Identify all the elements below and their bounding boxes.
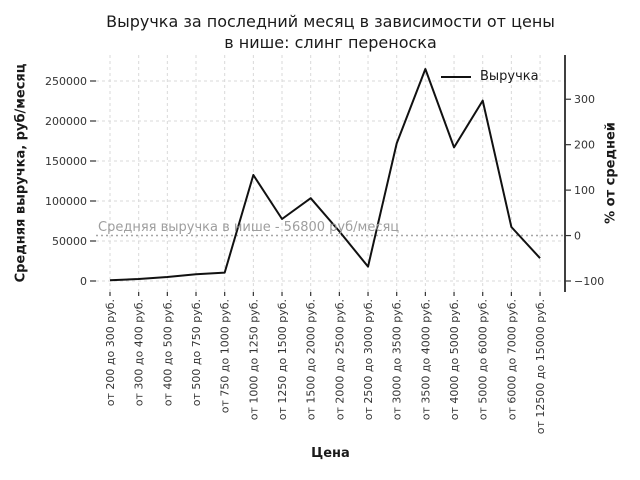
x-tick-label: от 3500 до 4000 руб.	[419, 299, 432, 420]
average-line-annotation: Средняя выручка в нише - 56800 руб/месяц	[98, 220, 400, 235]
x-tick-label: от 2500 до 3000 руб.	[362, 299, 375, 420]
x-tick-label: от 1500 до 2000 руб.	[305, 299, 318, 420]
left-tick-label: 0	[80, 275, 87, 288]
x-tick-label: от 500 до 750 руб.	[190, 299, 203, 406]
x-tick-label: от 2000 до 2500 руб.	[333, 299, 346, 420]
right-tick-label: 200	[574, 139, 595, 152]
left-tick-label: 50000	[52, 235, 87, 248]
legend-line-swatch	[441, 75, 471, 78]
right-tick-label: 0	[574, 230, 581, 243]
left-tick-label: 150000	[45, 155, 87, 168]
revenue-line	[109, 68, 541, 282]
x-tick-label: от 300 до 400 руб.	[133, 299, 146, 406]
right-tick-label: 300	[574, 93, 595, 106]
right-tick-label: −100	[574, 275, 604, 288]
x-tick-label: от 750 до 1000 руб.	[219, 299, 232, 413]
x-tick-label: от 1250 до 1500 руб.	[276, 299, 289, 420]
left-axis-label: Средняя выручка, руб/месяц	[13, 63, 29, 283]
left-tick-label: 100000	[45, 195, 87, 208]
x-axis-label: Цена	[311, 446, 350, 461]
x-tick-label: от 5000 до 6000 руб.	[477, 299, 490, 420]
right-tick-label: 100	[574, 184, 595, 197]
legend-label: Выручка	[480, 69, 539, 84]
x-tick-label: от 400 до 500 руб.	[161, 299, 174, 406]
legend: Выручка	[441, 69, 539, 84]
left-tick-label: 250000	[45, 75, 87, 88]
x-tick-label: от 3000 до 3500 руб.	[391, 299, 404, 420]
x-tick-label: от 1000 до 1250 руб.	[247, 299, 260, 420]
x-tick-label: от 6000 до 7000 руб.	[505, 299, 518, 420]
left-tick-label: 200000	[45, 115, 87, 128]
x-tick-label: от 4000 до 5000 руб.	[448, 299, 461, 420]
x-tick-label: от 12500 до 15000 руб.	[534, 299, 547, 434]
chart-title: Выручка за последний месяц в зависимости…	[106, 12, 555, 52]
right-axis-label: % от средней	[603, 122, 619, 224]
x-tick-label: от 200 до 300 руб.	[104, 299, 117, 406]
